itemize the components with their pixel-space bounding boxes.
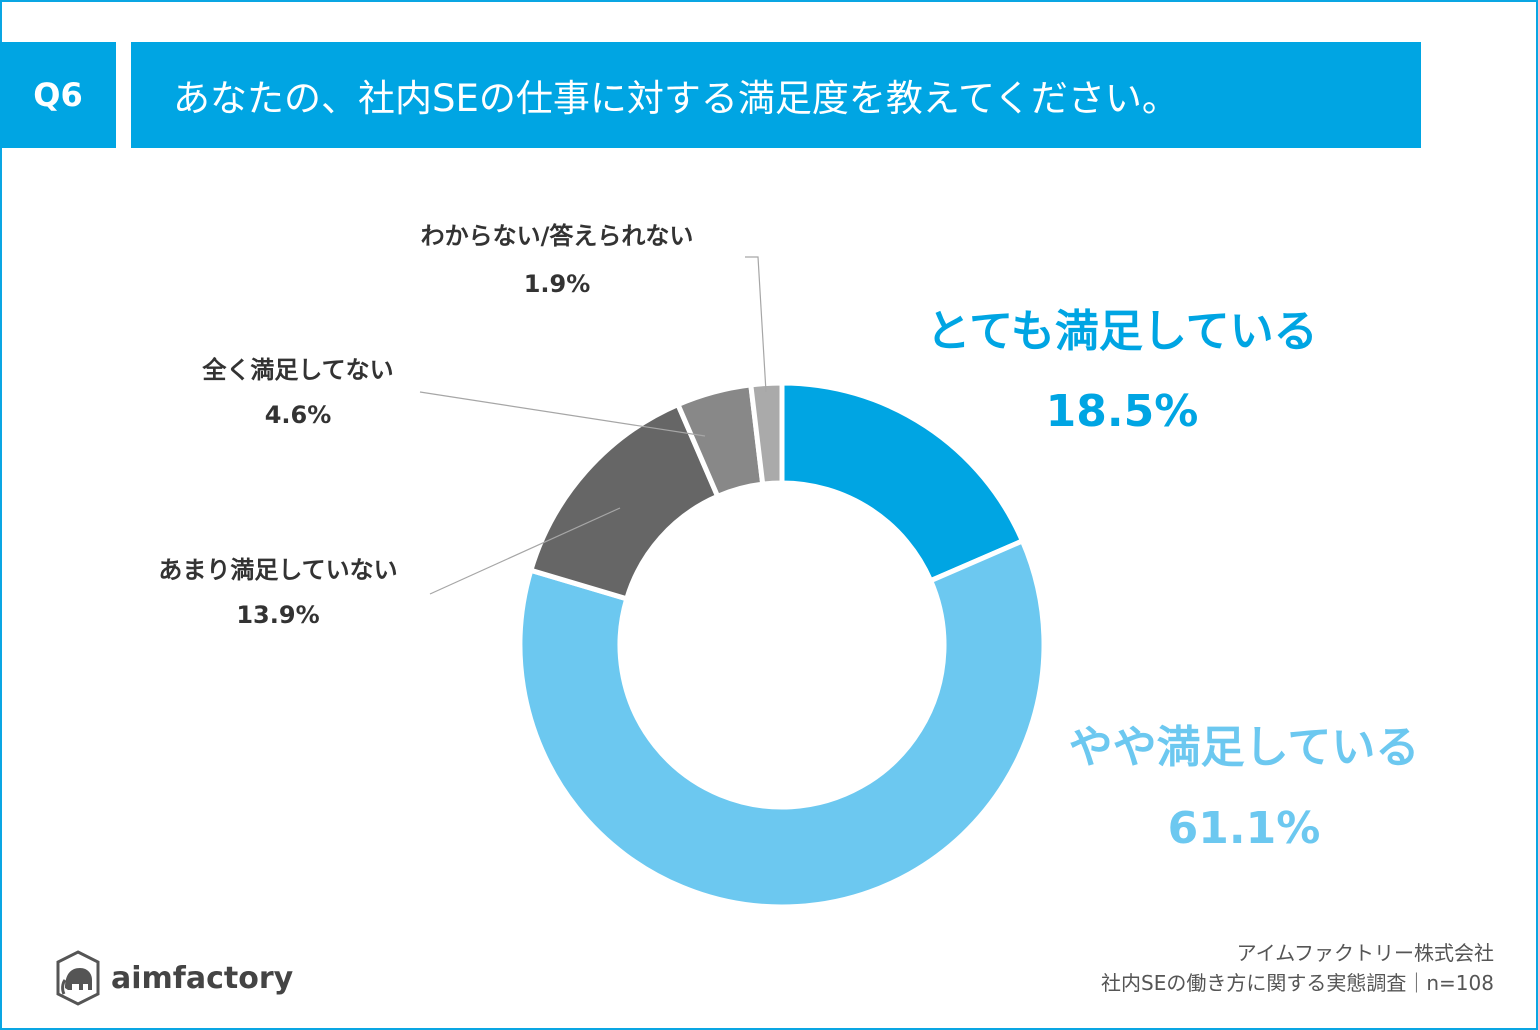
question-title: あなたの、社内SEの仕事に対する満足度を教えてください。	[131, 42, 1421, 148]
donut-slice-5	[748, 380, 785, 487]
donut-slice-2	[517, 537, 1047, 910]
slice-label-5: わからない/答えられない	[421, 222, 694, 250]
slice-value-2: 61.1%	[1168, 803, 1321, 854]
slice-label-3: あまり満足していない	[158, 556, 397, 584]
slice-label-1: とても満足している	[926, 306, 1317, 357]
logo-text: aimfactory	[111, 960, 294, 996]
leader-line-4	[419, 391, 706, 437]
source-line-1: アイムファクトリー株式会社	[1236, 941, 1494, 965]
leader-line-5	[745, 256, 767, 393]
slice-value-3: 13.9%	[236, 601, 319, 629]
slice-label-2: やや満足している	[1069, 722, 1420, 773]
slice-value-5: 1.9%	[524, 270, 591, 298]
slice-value-4: 4.6%	[265, 401, 332, 429]
slice-label-4: 全く満足してない	[201, 356, 393, 384]
aimfactory-logo: aimfactory	[55, 950, 293, 1006]
source-note: アイムファクトリー株式会社 社内SEの働き方に関する実態調査｜n=108	[1101, 938, 1494, 998]
donut-slice-1	[779, 380, 1026, 584]
leader-line-3	[429, 507, 621, 595]
elephant-icon	[56, 950, 100, 1006]
source-line-2: 社内SEの働き方に関する実態調査｜n=108	[1101, 971, 1494, 995]
question-number-badge: Q6	[0, 42, 116, 148]
slice-value-1: 18.5%	[1046, 386, 1199, 437]
